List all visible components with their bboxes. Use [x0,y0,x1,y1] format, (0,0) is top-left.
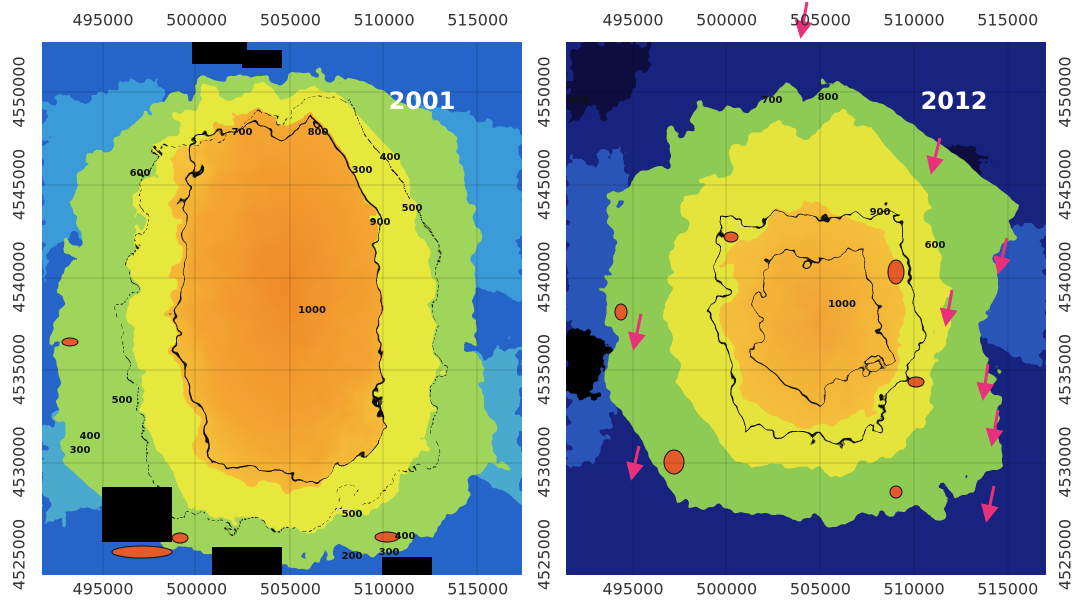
y-tick-label: 4550000 [1056,56,1075,127]
map-2001 [42,42,522,575]
map-2012 [566,42,1046,575]
y-tick-label: 4540000 [1056,241,1075,312]
y-tick-label: 4525000 [10,519,29,590]
contour-label: 700 [232,127,253,138]
y-tick-label: 4530000 [1056,426,1075,497]
x-tick-label: 500000 [166,11,227,30]
x-tick-label: 510000 [354,11,415,30]
contour-label: 300 [70,445,91,456]
y-tick-label: 4545000 [1056,149,1075,220]
x-tick-label: 510000 [354,580,415,599]
contour-label: 400 [380,152,401,163]
contour-label: 1000 [298,305,326,316]
contour-label: 700 [762,95,783,106]
contour-label: 800 [818,92,839,103]
year-label: 2001 [389,87,456,115]
x-tick-label: 515000 [447,11,508,30]
x-tick-label: 505000 [260,580,321,599]
contour-label: 500 [402,203,423,214]
x-tick-label: 495000 [602,11,663,30]
x-tick-label: 505000 [260,11,321,30]
y-tick-label: 4540000 [535,241,554,312]
x-tick-label: 505000 [790,580,851,599]
y-tick-label: 4530000 [535,426,554,497]
y-tick-label: 4525000 [1056,519,1075,590]
change-arrows [626,1,1011,523]
x-tick-label: 515000 [447,580,508,599]
contour-label: 500 [342,509,363,520]
contour-label: 900 [370,217,391,228]
contour-label: 400 [80,431,101,442]
x-tick-label: 500000 [166,580,227,599]
contour-label: 300 [379,547,400,558]
contour-label: 400 [395,531,416,542]
y-tick-label: 4540000 [10,241,29,312]
contour-label: 600 [130,168,151,179]
x-tick-label: 500000 [696,580,757,599]
y-tick-label: 4535000 [535,334,554,405]
x-tick-label: 510000 [884,11,945,30]
y-tick-label: 4525000 [535,519,554,590]
y-tick-label: 4545000 [10,149,29,220]
year-label: 2012 [921,87,988,115]
y-tick-label: 4550000 [10,56,29,127]
x-tick-label: 515000 [977,580,1038,599]
contour-label: 500 [112,395,133,406]
x-tick-label: 495000 [72,11,133,30]
contour-label: 900 [870,207,891,218]
contour-label: 400 [568,95,589,106]
x-tick-label: 495000 [602,580,663,599]
y-tick-label: 4550000 [535,56,554,127]
y-tick-label: 4535000 [1056,334,1075,405]
contour-label: 800 [308,127,329,138]
contour-label: 300 [352,165,373,176]
contour-label: 200 [342,551,363,562]
x-tick-label: 500000 [696,11,757,30]
y-tick-label: 4530000 [10,426,29,497]
x-tick-label: 495000 [72,580,133,599]
contour-label: 600 [925,240,946,251]
y-tick-label: 4535000 [10,334,29,405]
y-tick-label: 4545000 [535,149,554,220]
x-tick-label: 505000 [790,11,851,30]
x-tick-label: 510000 [884,580,945,599]
contour-label: 1000 [828,299,856,310]
x-tick-label: 515000 [977,11,1038,30]
